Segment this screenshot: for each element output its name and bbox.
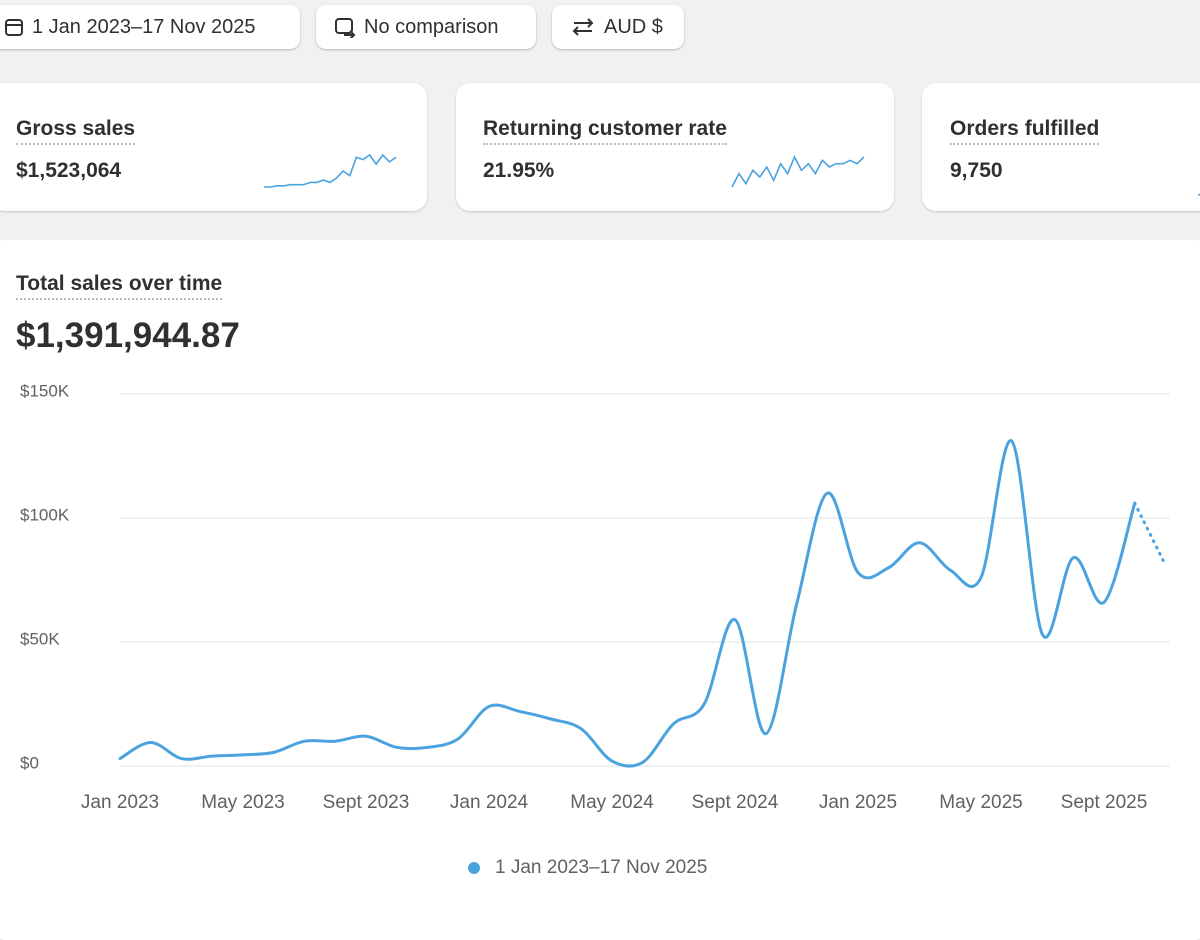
x-tick-label: May 2024	[570, 792, 654, 813]
sales-line-partial	[1133, 501, 1167, 567]
metric-card[interactable]: Gross sales $1,523,064	[0, 83, 427, 211]
compare-icon	[335, 18, 356, 38]
date-range-button[interactable]: 1 Jan 2023–17 Nov 2025	[0, 5, 300, 49]
calendar-icon	[5, 19, 23, 36]
metric-label: Gross sales	[16, 117, 136, 145]
metric-value: 21.95%	[483, 159, 555, 182]
metric-label: Orders fulfilled	[950, 117, 1100, 145]
x-tick-label: Jan 2024	[450, 792, 529, 813]
x-tick-label: Sept 2024	[692, 792, 779, 813]
sparkline	[731, 155, 865, 188]
y-tick-label: $0	[20, 753, 39, 772]
sparkline-line	[264, 153, 397, 188]
x-tick-label: Jan 2023	[81, 792, 159, 813]
currency-button[interactable]: AUD $	[552, 5, 684, 49]
metric-card[interactable]: Orders fulfilled 9,750	[922, 83, 1200, 211]
currency: AUD $	[604, 15, 663, 38]
sparkline	[264, 153, 397, 188]
x-tick-label: Sept 2025	[1061, 792, 1148, 813]
comparison: No comparison	[364, 15, 499, 38]
date-range: 1 Jan 2023–17 Nov 2025	[32, 15, 256, 38]
comparison-button[interactable]: No comparison	[316, 5, 536, 49]
page: 1 Jan 2023–17 Nov 2025 No comparison AUD…	[0, 5, 1200, 940]
y-tick-label: $150K	[20, 381, 70, 400]
sparkline	[1197, 193, 1200, 196]
x-tick-label: May 2025	[939, 792, 1022, 813]
metric-label: Returning customer rate	[483, 117, 727, 145]
metric-card[interactable]: Returning customer rate 21.95%	[456, 83, 894, 211]
chart-total: $1,391,944.87	[16, 316, 240, 355]
x-tick-label: Jan 2025	[819, 792, 897, 813]
x-tick-label: Sept 2023	[323, 792, 410, 813]
y-tick-label: $50K	[20, 629, 60, 648]
sparkline-line	[731, 155, 865, 188]
x-tick-label: May 2023	[201, 792, 284, 813]
chart: $0 $50K $100K $150K Jan 2023 May 2023 Sept 202…	[20, 381, 1170, 878]
legend-label: 1 Jan 2023–17 Nov 2025	[495, 857, 707, 878]
legend-swatch	[468, 862, 480, 874]
metric-value: 9,750	[950, 159, 1003, 182]
sales-line	[118, 439, 1137, 768]
metric-value: $1,523,064	[16, 159, 122, 182]
y-tick-label: $100K	[20, 505, 70, 524]
chart-title: Total sales over time	[16, 272, 223, 300]
chart-card: Total sales over time $1,391,944.87	[0, 240, 1200, 940]
swap-icon	[572, 18, 594, 36]
